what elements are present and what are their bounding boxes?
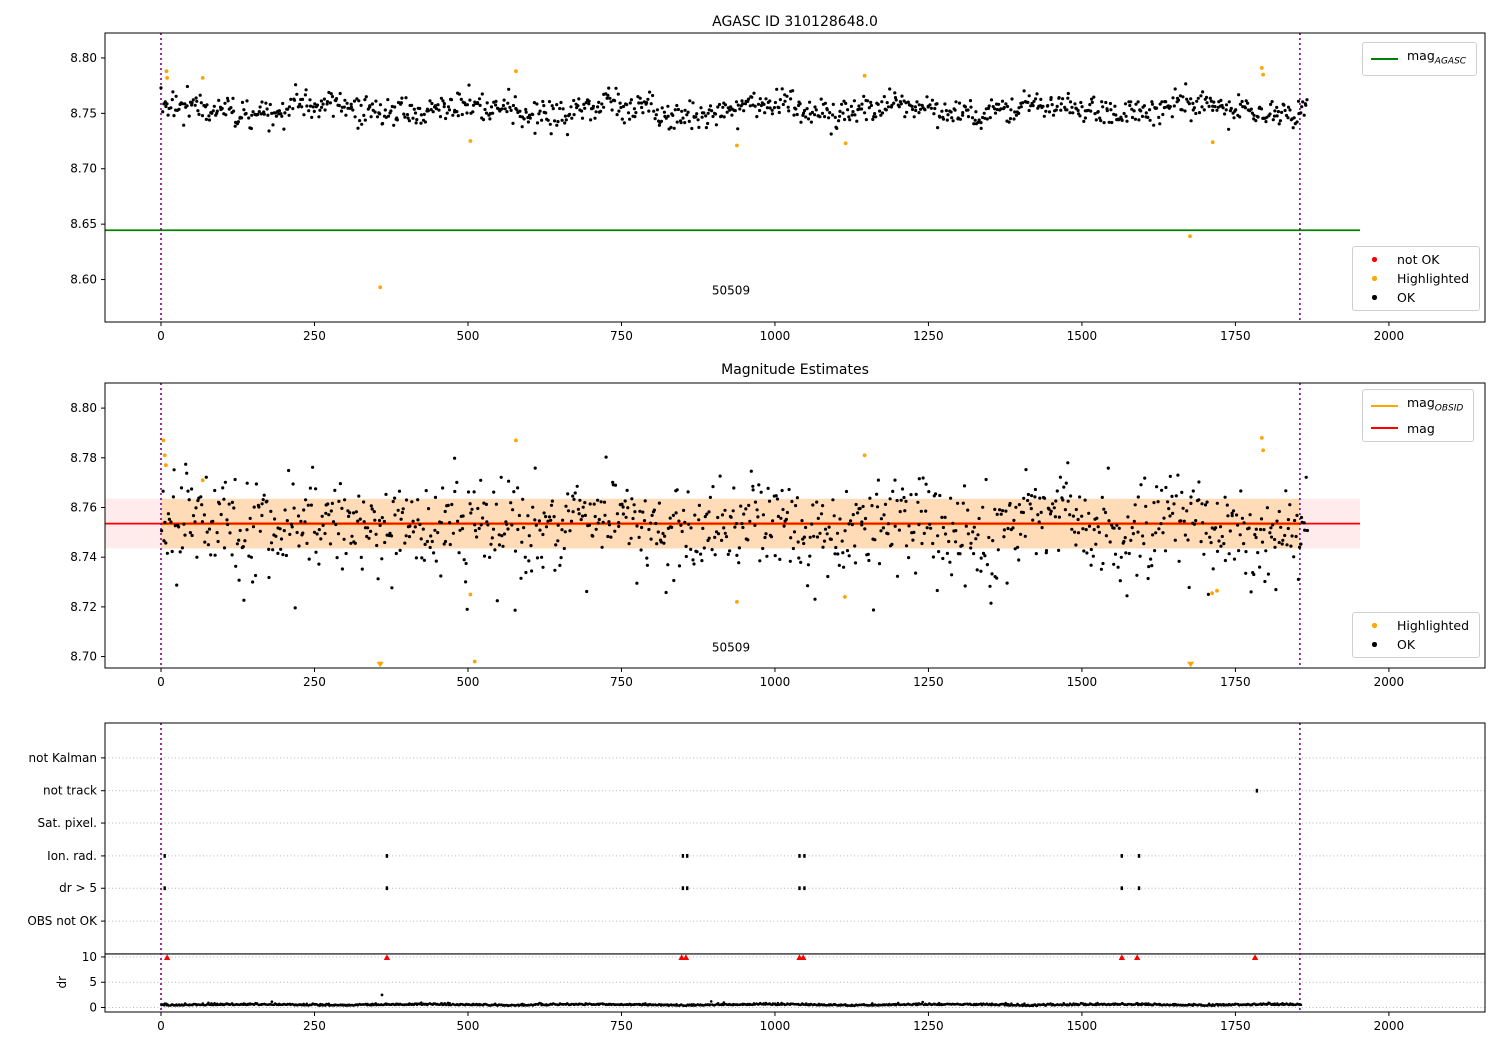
x-tick-label: 1000 [760, 675, 791, 689]
dr-tick-label: 5 [89, 975, 97, 989]
axes-frame [104, 382, 1486, 669]
x-tick-label: 1750 [1220, 329, 1251, 343]
legend-line-swatch [1371, 57, 1398, 60]
legend-box-1-1: Highlighted OK [1352, 612, 1481, 658]
legend-dot-swatch [1361, 276, 1388, 281]
dr-tick-label: 10 [82, 950, 97, 964]
y-tick-label: 8.72 [70, 600, 97, 614]
x-tick-label: 1000 [760, 329, 791, 343]
x-tick-label: 1500 [1067, 675, 1098, 689]
x-tick-label: 2000 [1374, 675, 1405, 689]
x-tick-label: 2000 [1374, 329, 1405, 343]
legend-box-0-0: magAGASC [1362, 42, 1478, 76]
x-tick-label: 0 [157, 329, 165, 343]
legend-item: Highlighted [1361, 271, 1469, 286]
x-tick-label: 1250 [913, 1019, 944, 1033]
x-tick-label: 1500 [1067, 1019, 1098, 1033]
legend-label: magOBSID [1407, 395, 1464, 414]
flag-row-label: not Kalman [29, 751, 97, 765]
obsid-label-middle: 50509 [712, 641, 750, 655]
legend-dot-swatch [1361, 295, 1388, 300]
ok-scatter-points [159, 82, 1309, 137]
legend-label: Highlighted [1397, 271, 1470, 286]
legend-item: OK [1361, 637, 1469, 652]
plot1-title: AGASC ID 310128648.0 [712, 14, 878, 30]
x-tick-label: 0 [157, 675, 165, 689]
not-ok-clipped-markers [163, 954, 1259, 961]
clipped-low-marker [1187, 661, 1195, 668]
y-tick-label: 8.78 [70, 451, 97, 465]
x-tick-label: 500 [457, 329, 480, 343]
legend-line-swatch [1371, 404, 1398, 407]
flag-row-label: not track [43, 784, 97, 798]
x-tick-label: 750 [610, 329, 633, 343]
x-tick-label: 1750 [1220, 675, 1251, 689]
highlighted-scatter-points [161, 436, 1265, 664]
legend-item: not OK [1361, 252, 1469, 267]
legend-item: magAGASC [1371, 48, 1466, 70]
y-tick-label: 8.70 [70, 162, 97, 176]
flag-row-label: OBS not OK [27, 914, 98, 928]
y-tick-label: 8.65 [70, 217, 97, 231]
y-tick-label: 8.70 [70, 650, 97, 664]
y-tick-label: 8.74 [70, 550, 97, 564]
x-tick-label: 1250 [913, 329, 944, 343]
legend-box-1-0: magOBSID mag [1362, 389, 1475, 442]
x-tick-label: 2000 [1374, 1019, 1405, 1033]
dr-tick-label: 0 [89, 1001, 97, 1015]
x-tick-label: 250 [303, 329, 326, 343]
x-tick-label: 0 [157, 1019, 165, 1033]
flags-dr-plot: not Kalman not track Sat. pixel. Ion. rad. d… [27, 722, 1486, 1033]
axes-frame [104, 32, 1486, 323]
y-tick-label: 8.80 [70, 51, 97, 65]
flag-row-label: Sat. pixel. [37, 816, 97, 830]
highlighted-scatter-points [164, 66, 1265, 290]
x-tick-label: 1250 [913, 675, 944, 689]
legend-label: OK [1397, 290, 1416, 305]
y-tick-label: 8.80 [70, 401, 97, 415]
flag-row-label: Ion. rad. [47, 849, 97, 863]
x-tick-label: 250 [303, 675, 326, 689]
y-tick-label: 8.75 [70, 106, 97, 120]
legend-label: mag [1407, 420, 1435, 436]
x-tick-label: 500 [457, 1019, 480, 1033]
legend-dot-swatch [1361, 257, 1388, 262]
legend-label: Highlighted [1397, 618, 1470, 633]
plot2-title: Magnitude Estimates [721, 362, 869, 378]
legend-box-0-1: not OK Highlighted OK [1352, 246, 1481, 311]
x-tick-label: 1750 [1220, 1019, 1251, 1033]
legend-label: magAGASC [1407, 48, 1467, 67]
legend-item: mag [1371, 421, 1463, 436]
x-tick-label: 750 [610, 1019, 633, 1033]
legend-line-swatch [1371, 427, 1398, 429]
obsid-label-top: 50509 [712, 284, 750, 298]
flag-points [163, 788, 1259, 891]
legend-item: magOBSID [1371, 395, 1463, 417]
x-tick-label: 750 [610, 675, 633, 689]
x-tick-label: 1000 [760, 1019, 791, 1033]
legend-item: OK [1361, 290, 1469, 305]
legend-dot-swatch [1361, 642, 1388, 647]
legend-label: not OK [1397, 252, 1440, 267]
flag-row-label: dr > 5 [59, 881, 97, 895]
agasc-mag-plot: 0 250 500 750 1000 1250 1500 1750 2000 8.80 8.75 8.… [70, 32, 1486, 343]
dr-axis-label: dr [55, 976, 69, 989]
ok-scatter-points [160, 455, 1309, 612]
axes-frame [104, 722, 1486, 1013]
magnitude-estimates-plot: 0 250 500 750 1000 1250 1500 1750 2000 8.80 8.78 8.… [70, 382, 1486, 689]
legend-item: Highlighted [1361, 618, 1469, 633]
clipped-low-marker [376, 661, 384, 668]
dr-scatter-points [160, 993, 1303, 1008]
legend-label: OK [1397, 637, 1416, 652]
legend-dot-swatch [1361, 623, 1388, 628]
x-tick-label: 500 [457, 675, 480, 689]
x-tick-label: 250 [303, 1019, 326, 1033]
y-tick-label: 8.76 [70, 500, 97, 514]
y-tick-label: 8.60 [70, 273, 97, 287]
x-tick-label: 1500 [1067, 329, 1098, 343]
